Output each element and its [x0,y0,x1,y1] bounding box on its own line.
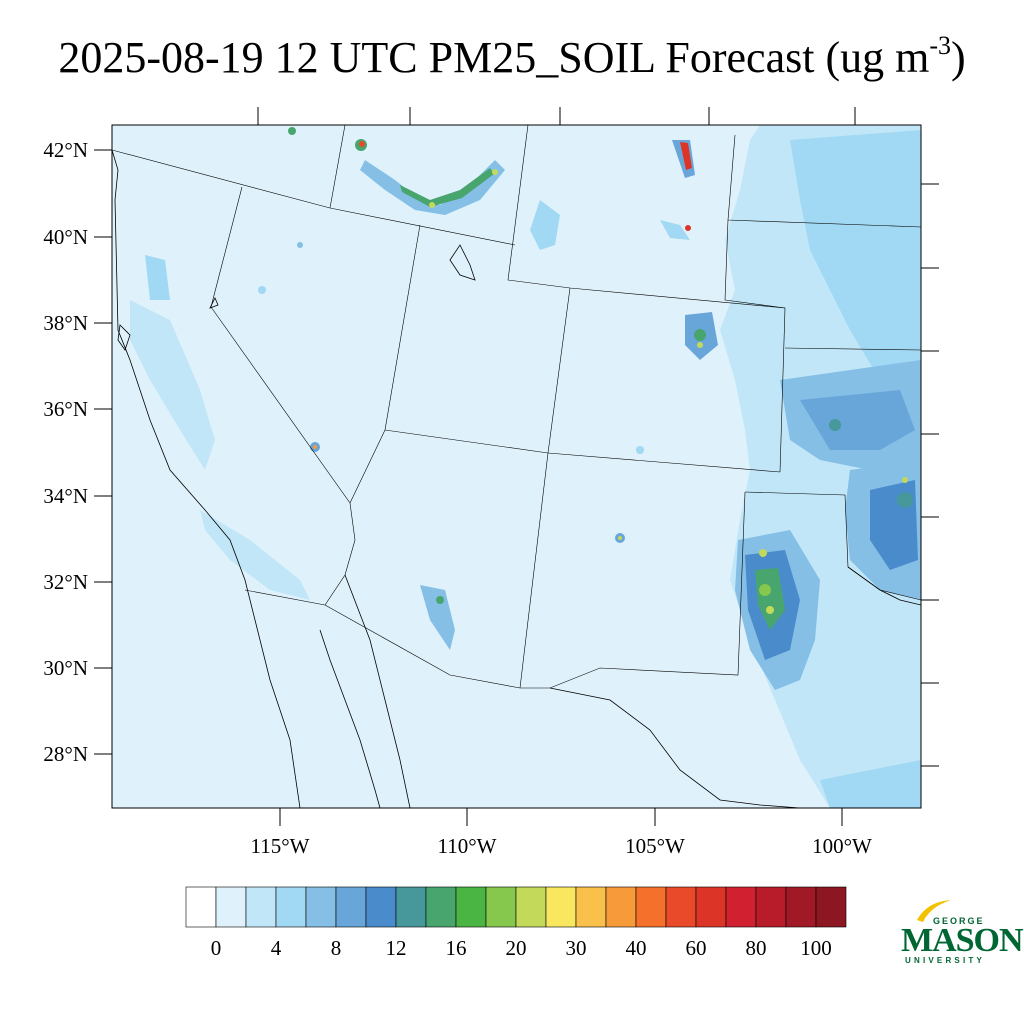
colorbar-box [755,886,787,928]
lon-label: 110°W [438,834,497,858]
concentration-field-wyoming [288,127,695,240]
colorbar-box [815,886,847,928]
title-text: 2025-08-19 12 UTC PM25_SOIL Forecast (ug… [58,33,930,82]
logo-line2: MASON [901,922,1024,959]
lon-label: 115°W [251,834,310,858]
colorbar-label: 16 [446,936,467,960]
lat-label: 36°N [43,397,88,421]
colorbar-label: 4 [271,936,282,960]
colorbar-box [695,886,727,928]
colorbar-box [275,886,307,928]
colorbar-box [425,886,457,928]
lat-label: 32°N [43,570,88,594]
forecast-map: 42°N 40°N 38°N 36°N 34°N 32°N 30°N 28°N … [43,107,939,858]
colorbar-label: 80 [746,936,767,960]
colorbar-label: 12 [386,936,407,960]
political-boundaries [112,125,921,689]
colorbar-box [335,886,367,928]
logo-swoosh [917,900,951,922]
lat-label: 30°N [43,656,88,680]
colorbar-box [515,886,547,928]
longitude-labels: 115°W 110°W 105°W 100°W [251,834,873,858]
colorbar-label: 30 [566,936,587,960]
colorbar-box [725,886,757,928]
colorbar-boxes [185,886,847,928]
map-title: 2025-08-19 12 UTC PM25_SOIL Forecast (ug… [0,32,1024,83]
colorbar-label: 40 [626,936,647,960]
lon-label: 100°W [812,834,872,858]
colorbar-box [605,886,637,928]
colorbar-box [785,886,817,928]
lon-label: 105°W [625,834,685,858]
title-superscript: -3 [929,31,951,60]
colorbar-box [305,886,337,928]
colorbar-label: 100 [800,936,832,960]
colorbar-box [545,886,577,928]
colorbar-box [365,886,397,928]
colorbar-box [185,886,217,928]
lat-label: 38°N [43,311,88,335]
colorbar-labels: 0 4 8 12 16 20 30 40 60 80 100 [211,936,832,960]
concentration-field-west [130,200,644,650]
colorbar-box [215,886,247,928]
lat-label: 34°N [43,484,88,508]
colorbar-box [485,886,517,928]
coastline [112,149,921,808]
colorbar-box [455,886,487,928]
colorbar-box [665,886,697,928]
colorbar-box [635,886,667,928]
tick-marks [94,107,939,826]
colorbar-label: 20 [506,936,527,960]
lat-label: 28°N [43,742,88,766]
map-frame [111,124,922,809]
gmu-logo: GEORGE MASON UNIVERSITY [895,898,1024,970]
logo-line3: UNIVERSITY [905,956,986,965]
lat-label: 40°N [43,225,88,249]
title-end: ) [951,33,966,82]
colorbar-label: 60 [686,936,707,960]
logo-line1: GEORGE [933,916,985,926]
concentration-field-east [685,125,921,808]
colorbar-box [395,886,427,928]
colorbar-box [575,886,607,928]
colorbar-box [245,886,277,928]
colorbar-label: 0 [211,936,222,960]
lat-label: 42°N [43,138,88,162]
latitude-labels: 42°N 40°N 38°N 36°N 34°N 32°N 30°N 28°N [43,138,88,766]
colorbar-label: 8 [331,936,342,960]
